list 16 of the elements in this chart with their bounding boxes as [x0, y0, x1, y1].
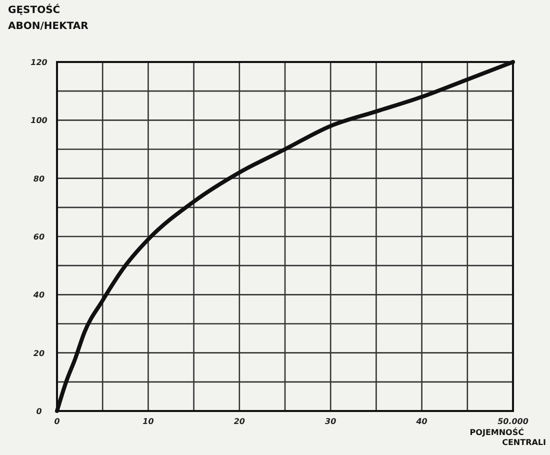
x-tick-label: 50.000 — [498, 417, 529, 426]
y-tick-label: 20 — [33, 348, 45, 358]
x-tick-label: 20 — [234, 417, 246, 426]
x-tick-label: 0 — [54, 417, 60, 426]
x-tick-label: 40 — [415, 417, 428, 426]
y-tick-label: 80 — [33, 174, 45, 184]
x-tick-label: 10 — [142, 417, 154, 426]
line-series — [55, 60, 515, 413]
y-tick-label: 100 — [30, 116, 48, 126]
y-tick-label: 40 — [32, 290, 45, 300]
x-axis-title: POJEMNOŚĆ CENTRALI — [470, 427, 546, 447]
y-axis-title: GĘSTOŚĆ ABON/HEKTAR — [8, 3, 89, 32]
x-tick-label: 30 — [325, 417, 337, 426]
y-tick-label: 0 — [36, 407, 42, 416]
y-tick-label: 120 — [30, 58, 48, 67]
y-tick-label: 60 — [33, 232, 45, 242]
